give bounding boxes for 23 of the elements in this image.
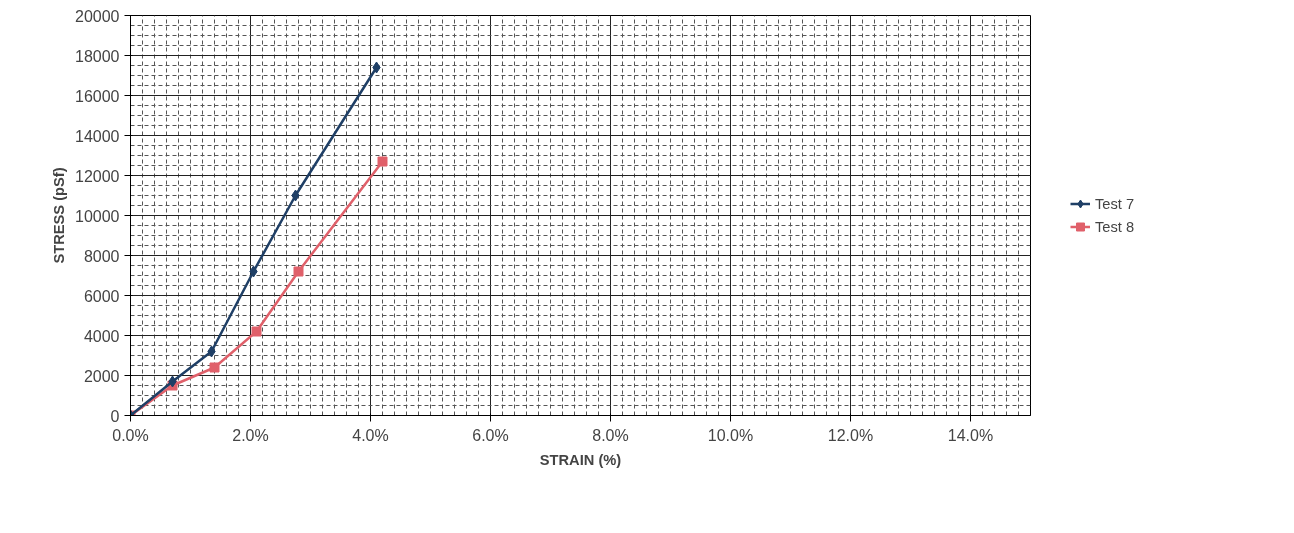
x-axis-title: STRAIN (%) <box>539 451 622 468</box>
x-tick-label: 12.0% <box>827 426 874 444</box>
y-tick-label: 6000 <box>83 287 120 305</box>
x-tick-label: 4.0% <box>352 426 389 444</box>
legend-label: Test 7 <box>1095 195 1135 212</box>
x-tick-label: 0.0% <box>112 426 149 444</box>
y-tick-label: 14000 <box>75 127 120 145</box>
x-tick-label: 2.0% <box>232 426 269 444</box>
x-tick-label: 14.0% <box>947 426 994 444</box>
y-tick-label: 20000 <box>75 7 120 25</box>
legend-label: Test 8 <box>1095 218 1135 235</box>
x-tick-label: 8.0% <box>592 426 629 444</box>
y-tick-label: 0 <box>110 407 120 425</box>
y-tick-label: 8000 <box>83 247 120 265</box>
y-tick-label: 16000 <box>75 87 120 105</box>
y-tick-label: 12000 <box>75 167 120 185</box>
y-tick-label: 2000 <box>83 367 120 385</box>
y-tick-label: 4000 <box>83 327 120 345</box>
y-tick-label: 10000 <box>75 207 120 225</box>
y-axis-title: STRESS (pSf) <box>51 167 68 264</box>
x-tick-label: 6.0% <box>472 426 509 444</box>
y-tick-label: 18000 <box>75 47 120 65</box>
x-tick-label: 10.0% <box>707 426 754 444</box>
